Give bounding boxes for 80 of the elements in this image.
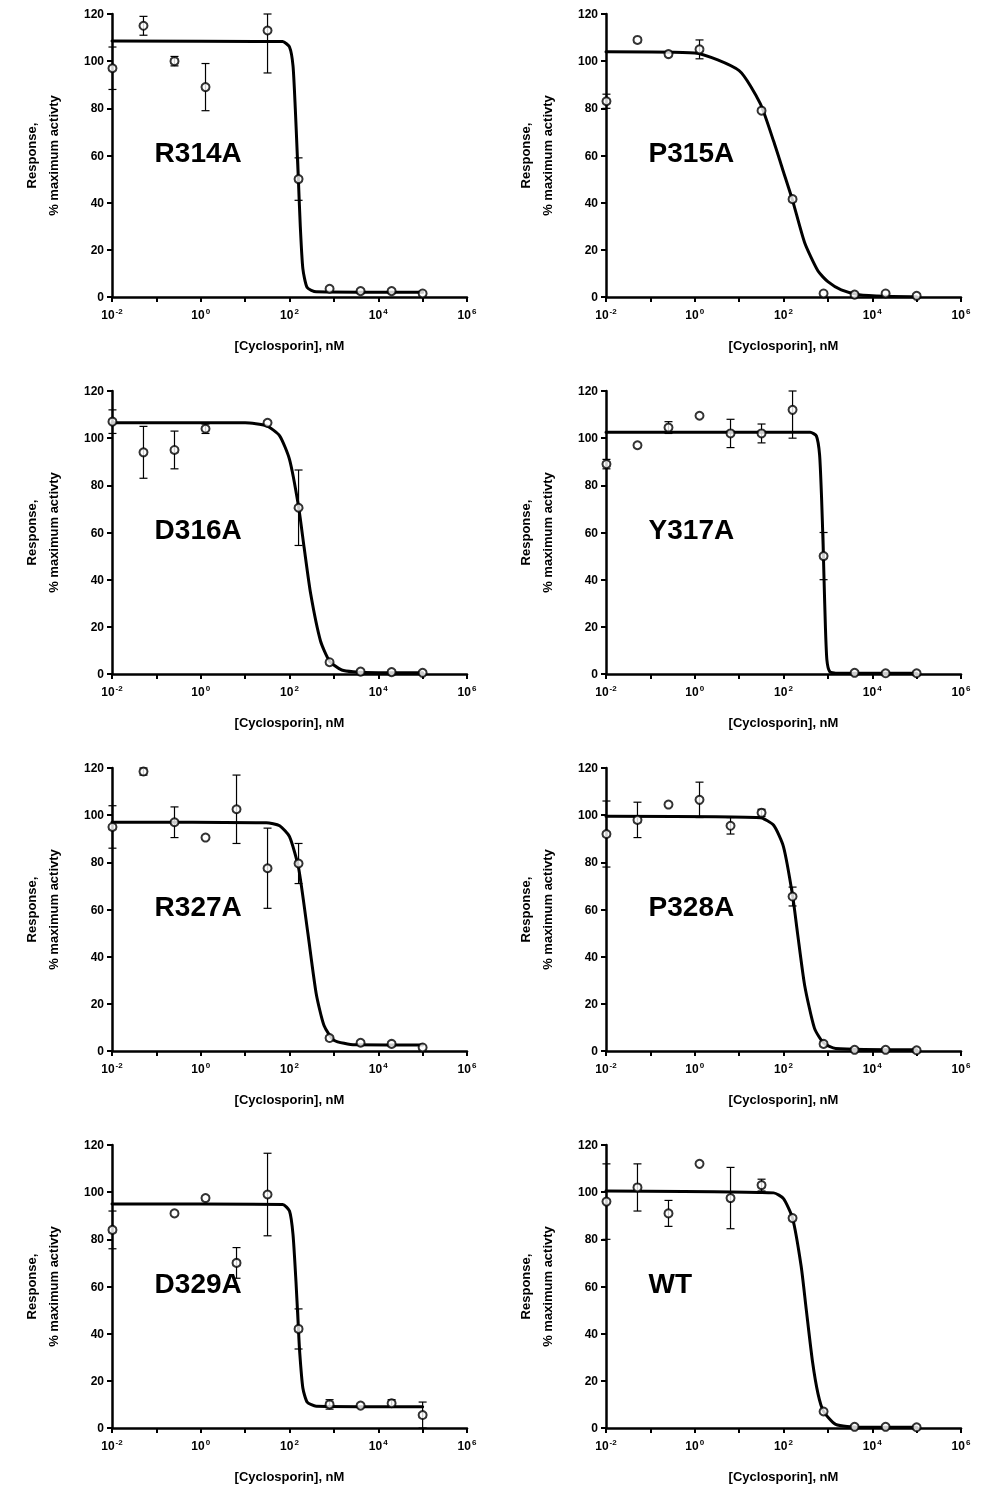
y-tick-label: 80 bbox=[90, 855, 105, 870]
y-tick-label: 20 bbox=[90, 619, 105, 634]
y-tick-label: 100 bbox=[83, 808, 105, 823]
y-axis-title: Response, % maximum activty bbox=[23, 471, 61, 593]
y-tick-label: 120 bbox=[577, 761, 599, 775]
y-tick-label: 60 bbox=[584, 525, 599, 540]
y-tick-label: 20 bbox=[584, 1373, 599, 1388]
y-tick-label: 100 bbox=[577, 1185, 599, 1200]
y-axis-title: Response, % maximum activty bbox=[517, 94, 555, 216]
y-tick-label: 120 bbox=[577, 1138, 599, 1152]
y-tick-label: 0 bbox=[97, 290, 105, 304]
y-tick-label: 60 bbox=[584, 1279, 599, 1294]
annotation: WT bbox=[648, 1268, 693, 1300]
y-axis-title: Response, % maximum activty bbox=[517, 1225, 555, 1347]
y-tick-label: 100 bbox=[83, 431, 105, 446]
y-tick-label: 100 bbox=[577, 431, 599, 446]
y-tick-label: 60 bbox=[584, 148, 599, 163]
y-tick-label: 60 bbox=[584, 902, 599, 917]
y-tick-label: 80 bbox=[90, 1232, 105, 1247]
y-tick-label: 40 bbox=[90, 195, 105, 210]
y-axis-title: Response, % maximum activty bbox=[23, 1225, 61, 1347]
y-tick-label: 40 bbox=[90, 949, 105, 964]
y-axis-title: Response, % maximum activty bbox=[23, 94, 61, 216]
y-axis-title: Response, % maximum activty bbox=[517, 471, 555, 593]
y-tick-label: 0 bbox=[97, 667, 105, 681]
y-tick-label: 100 bbox=[577, 54, 599, 69]
x-axis-title: [Cyclosporin], nM bbox=[728, 1469, 839, 1484]
y-tick-label: 120 bbox=[83, 761, 105, 775]
y-tick-label: 0 bbox=[591, 667, 599, 681]
y-tick-label: 100 bbox=[577, 808, 599, 823]
x-axis-title: [Cyclosporin], nM bbox=[234, 1469, 345, 1484]
y-tick-label: 60 bbox=[90, 1279, 105, 1294]
y-tick-label: 20 bbox=[90, 996, 105, 1011]
y-tick-label: 80 bbox=[584, 855, 599, 870]
y-tick-label: 40 bbox=[584, 572, 599, 587]
y-tick-label: 120 bbox=[83, 7, 105, 21]
y-tick-label: 0 bbox=[591, 1421, 599, 1435]
y-tick-label: 0 bbox=[97, 1421, 105, 1435]
y-tick-label: 20 bbox=[584, 242, 599, 257]
annotation: D329A bbox=[154, 1268, 242, 1300]
y-tick-label: 60 bbox=[90, 148, 105, 163]
y-tick-label: 100 bbox=[83, 54, 105, 69]
y-tick-label: 120 bbox=[577, 384, 599, 398]
y-tick-label: 60 bbox=[90, 525, 105, 540]
x-axis-title: [Cyclosporin], nM bbox=[234, 1092, 345, 1107]
y-tick-label: 20 bbox=[90, 1373, 105, 1388]
y-tick-label: 80 bbox=[584, 478, 599, 493]
y-tick-label: 20 bbox=[584, 619, 599, 634]
y-tick-label: 20 bbox=[90, 242, 105, 257]
annotation: D316A bbox=[154, 514, 242, 546]
annotation: P315A bbox=[648, 137, 735, 169]
x-axis-title: [Cyclosporin], nM bbox=[234, 338, 345, 353]
y-tick-label: 80 bbox=[90, 478, 105, 493]
y-tick-label: 120 bbox=[83, 1138, 105, 1152]
y-tick-label: 40 bbox=[90, 572, 105, 587]
annotation: R327A bbox=[154, 891, 242, 923]
y-tick-label: 80 bbox=[90, 101, 105, 116]
y-tick-label: 80 bbox=[584, 1232, 599, 1247]
x-axis-title: [Cyclosporin], nM bbox=[728, 715, 839, 730]
y-tick-label: 0 bbox=[591, 1044, 599, 1058]
annotation: P328A bbox=[648, 891, 735, 923]
y-tick-label: 80 bbox=[584, 101, 599, 116]
y-tick-label: 120 bbox=[577, 7, 599, 21]
x-axis-title: [Cyclosporin], nM bbox=[234, 715, 345, 730]
y-axis-title: Response, % maximum activty bbox=[23, 848, 61, 970]
y-tick-label: 40 bbox=[584, 949, 599, 964]
x-axis-title: [Cyclosporin], nM bbox=[728, 338, 839, 353]
y-tick-label: 0 bbox=[591, 290, 599, 304]
y-tick-label: 100 bbox=[83, 1185, 105, 1200]
y-tick-label: 40 bbox=[584, 1326, 599, 1341]
y-tick-label: 40 bbox=[584, 195, 599, 210]
x-axis-title: [Cyclosporin], nM bbox=[728, 1092, 839, 1107]
y-tick-label: 0 bbox=[97, 1044, 105, 1058]
y-tick-label: 60 bbox=[90, 902, 105, 917]
y-tick-label: 40 bbox=[90, 1326, 105, 1341]
y-tick-label: 120 bbox=[83, 384, 105, 398]
annotation: R314A bbox=[154, 137, 242, 169]
annotation: Y317A bbox=[648, 514, 735, 546]
y-tick-label: 20 bbox=[584, 996, 599, 1011]
y-axis-title: Response, % maximum activty bbox=[517, 848, 555, 970]
